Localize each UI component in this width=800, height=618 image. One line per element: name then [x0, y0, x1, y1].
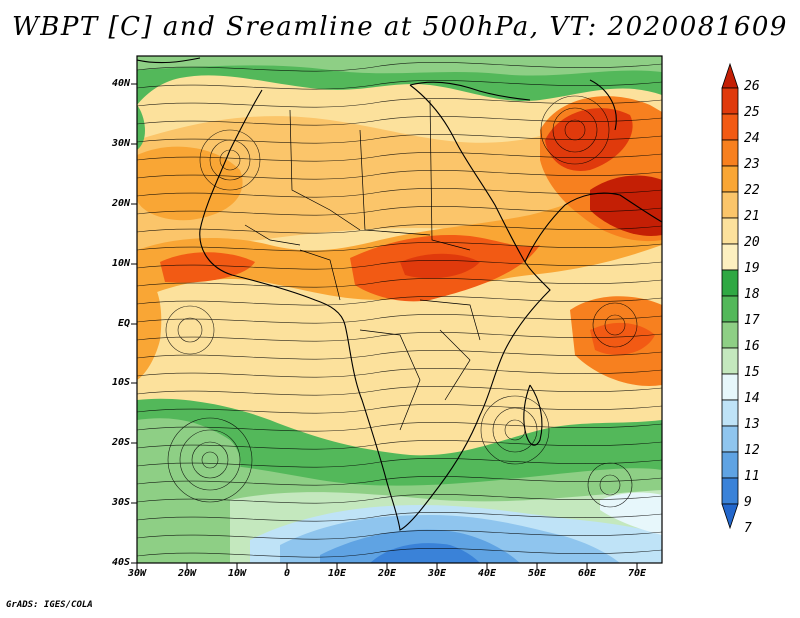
colorbar-label-13: 13 [744, 417, 760, 432]
colorbar-segment [721, 191, 739, 219]
colorbar-segment [721, 373, 739, 401]
colorbar-label-20: 20 [744, 235, 760, 250]
lon-label-0: 0 [283, 568, 291, 579]
colorbar-label-24: 24 [744, 131, 760, 146]
lat-label-20s: 20S [111, 437, 130, 448]
lat-label-30s: 30S [111, 497, 130, 508]
colorbar-label-7: 7 [744, 521, 752, 536]
colorbar-segment [721, 113, 739, 141]
colorbar-label-19: 19 [744, 261, 760, 276]
colorbar-segment [721, 139, 739, 167]
colorbar-segment [721, 87, 739, 115]
lon-label-30e: 30E [427, 568, 447, 579]
wbpt-field [137, 56, 662, 563]
colorbar-top-arrow [721, 62, 739, 89]
lon-label-30w: 30W [127, 568, 147, 579]
lat-label-20n: 20N [111, 198, 130, 209]
country-borders [244, 99, 481, 431]
colorbar-segment [721, 243, 739, 271]
credit-text: GrADS: IGES/COLA [6, 600, 93, 610]
axis-ticks [131, 83, 638, 569]
colorbar-segment [721, 269, 739, 297]
chart-title: WBPT [C] and Sreamline at 500hPa, VT: 20… [12, 12, 788, 42]
lon-label-70e: 70E [627, 568, 647, 579]
lon-label-10w: 10W [227, 568, 247, 579]
lat-label-40s: 40S [111, 557, 130, 568]
coastlines [137, 57, 662, 531]
colorbar-segment [721, 347, 739, 375]
lat-label-eq: EQ [117, 318, 130, 329]
colorbar-label-11: 11 [744, 469, 760, 484]
colorbar-label-9: 9 [744, 495, 752, 510]
colorbar-segment [721, 399, 739, 427]
colorbar-segment [721, 295, 739, 323]
colorbar-segment [721, 217, 739, 245]
lat-label-30n: 30N [111, 138, 130, 149]
colorbar-label-17: 17 [744, 313, 760, 328]
plot-frame [136, 55, 663, 564]
lon-label-20e: 20E [377, 568, 397, 579]
colorbar-segment [721, 451, 739, 479]
lon-label-60e: 60E [577, 568, 597, 579]
colorbar-label-26: 26 [744, 79, 760, 94]
colorbar-segment [721, 425, 739, 453]
colorbar [721, 62, 739, 530]
lon-label-40e: 40E [477, 568, 497, 579]
lat-label-10n: 10N [111, 258, 130, 269]
colorbar-segment [721, 321, 739, 349]
colorbar-bottom-arrow [721, 503, 739, 530]
lon-label-50e: 50E [527, 568, 547, 579]
streamlines [137, 61, 662, 558]
lat-label-40n: 40N [111, 78, 130, 89]
colorbar-segment [721, 477, 739, 505]
colorbar-label-21: 21 [744, 209, 760, 224]
colorbar-segment [721, 165, 739, 193]
colorbar-label-16: 16 [744, 339, 760, 354]
colorbar-label-14: 14 [744, 391, 760, 406]
colorbar-label-23: 23 [744, 157, 760, 172]
colorbar-label-25: 25 [744, 105, 760, 120]
lat-label-10s: 10S [111, 377, 130, 388]
colorbar-label-12: 12 [744, 443, 760, 458]
colorbar-label-15: 15 [744, 365, 760, 380]
colorbar-label-18: 18 [744, 287, 760, 302]
lon-label-10e: 10E [327, 568, 347, 579]
colorbar-label-22: 22 [744, 183, 760, 198]
lon-label-20w: 20W [177, 568, 197, 579]
